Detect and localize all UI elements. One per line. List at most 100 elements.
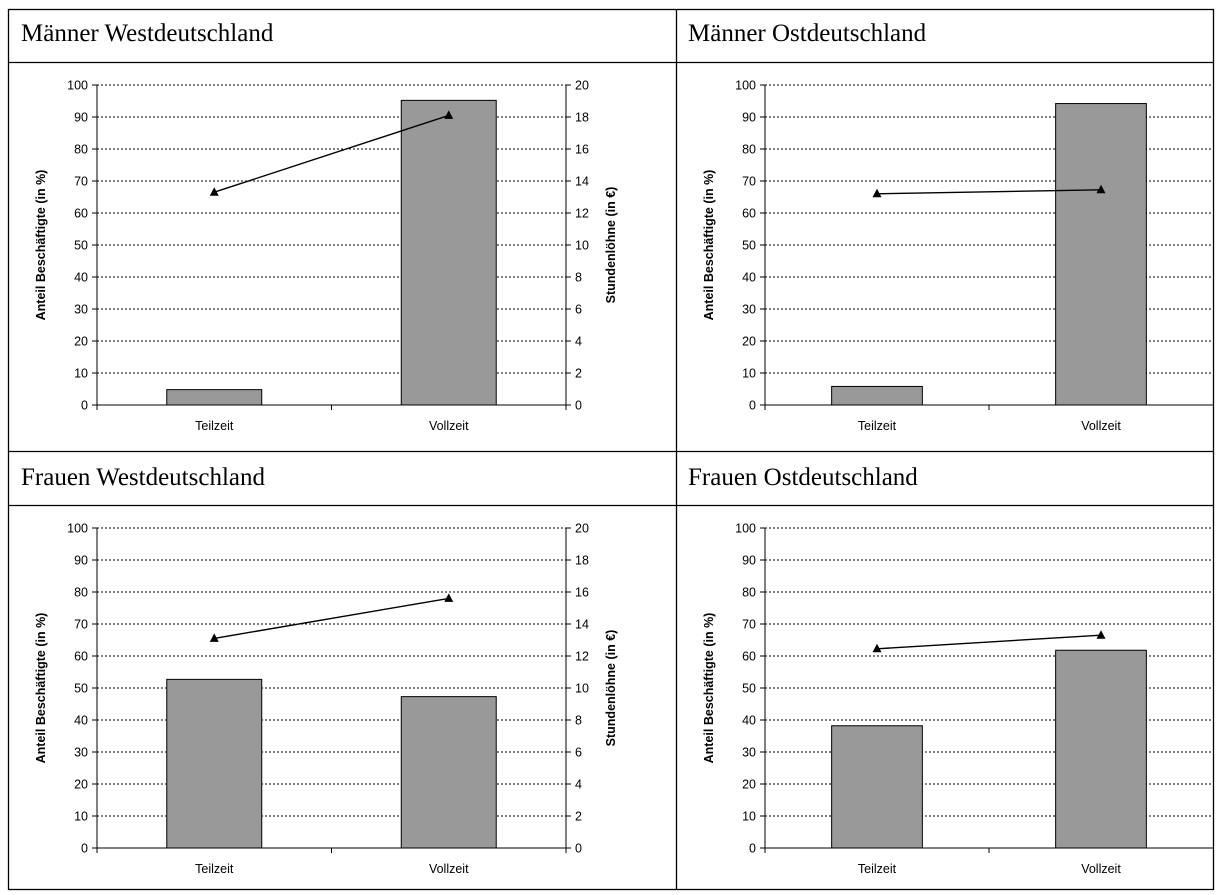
y2-tick-label: 14 xyxy=(575,618,589,632)
y2-tick-label: 4 xyxy=(575,778,582,792)
x-tick-label: Vollzeit xyxy=(1081,862,1121,876)
y2-tick-label: 18 xyxy=(575,111,589,125)
y-tick-label: 70 xyxy=(742,175,756,189)
y2-tick-label: 6 xyxy=(575,303,582,317)
wage-line xyxy=(214,597,449,640)
x-tick-label: Teilzeit xyxy=(858,419,897,433)
bar xyxy=(831,725,923,849)
y2-tick-label: 14 xyxy=(575,175,589,189)
y-tick-label: 10 xyxy=(74,810,88,824)
y2-axis-title: Stundenlöhne (in €) xyxy=(604,630,618,747)
y2-tick-label: 0 xyxy=(575,842,582,856)
y-tick-label: 90 xyxy=(74,111,88,125)
y2-tick-label: 4 xyxy=(575,335,582,349)
y-tick-label: 60 xyxy=(74,650,88,664)
bar xyxy=(1055,103,1147,406)
y-tick-label: 100 xyxy=(67,522,88,536)
y-tick-label: 70 xyxy=(74,175,88,189)
y-tick-label: 30 xyxy=(74,746,88,760)
y-tick-label: 60 xyxy=(74,207,88,221)
y-tick-label: 30 xyxy=(742,303,756,317)
y-tick-label: 60 xyxy=(742,650,756,664)
panel-title-frauen-west: Frauen Westdeutschland xyxy=(21,464,265,491)
y-tick-label: 20 xyxy=(742,778,756,792)
y-tick-label: 70 xyxy=(74,618,88,632)
y-tick-label: 100 xyxy=(735,79,756,93)
y-tick-label: 60 xyxy=(742,207,756,221)
y2-tick-label: 2 xyxy=(575,810,582,824)
y-tick-label: 40 xyxy=(742,714,756,728)
y2-tick-label: 16 xyxy=(575,143,589,157)
bar xyxy=(400,99,497,406)
y-tick-label: 30 xyxy=(74,303,88,317)
triangle-marker xyxy=(1096,184,1106,194)
y-tick-label: 100 xyxy=(735,522,756,536)
y2-tick-label: 10 xyxy=(575,682,589,696)
y2-tick-label: 8 xyxy=(575,271,582,285)
x-tick-label: Teilzeit xyxy=(195,862,234,876)
y-tick-label: 100 xyxy=(67,79,88,93)
y2-axis-title: Stundenlöhne (in €) xyxy=(604,187,618,304)
outer-border xyxy=(7,8,1215,891)
triangle-marker xyxy=(209,633,219,642)
x-tick-label: Vollzeit xyxy=(1081,419,1121,433)
triangle-marker xyxy=(209,187,219,196)
y2-tick-label: 20 xyxy=(575,79,589,93)
chart-maenner-ost: 0 10 20 30 40 50 60 70 80 90 100 Teilzeit Vollzeit An… xyxy=(702,79,1213,433)
panel-title-maenner-ost: Männer Ostdeutschland xyxy=(688,20,927,47)
bar xyxy=(400,696,497,849)
bar xyxy=(831,385,923,406)
y2-tick-label: 6 xyxy=(575,746,582,760)
y-axis-title: Anteil Beschäftigte (in %) xyxy=(702,613,716,764)
y-tick-label: 20 xyxy=(74,335,88,349)
y-tick-label: 30 xyxy=(742,746,756,760)
y-tick-label: 0 xyxy=(81,842,88,856)
panel-title-maenner-west: Männer Westdeutschland xyxy=(21,20,274,47)
chart-frauen-west: 0 10 20 30 40 50 60 70 80 90 100 Teilzeit Vollzeit 0 2… xyxy=(34,522,618,877)
y-tick-label: 20 xyxy=(74,778,88,792)
y2-tick-label: 20 xyxy=(575,522,589,536)
y-tick-label: 20 xyxy=(742,335,756,349)
y-tick-label: 50 xyxy=(742,682,756,696)
triangle-marker xyxy=(1096,630,1106,639)
y2-tick-label: 18 xyxy=(575,554,589,568)
chart-frauen-ost: 0 10 20 30 40 50 60 70 80 90 100 Teilzeit Vollzeit An… xyxy=(702,522,1213,876)
y-tick-label: 10 xyxy=(742,810,756,824)
panel-title-frauen-ost: Frauen Ostdeutschland xyxy=(688,464,918,491)
y-axis-title: Anteil Beschäftigte (in %) xyxy=(702,170,716,321)
y2-tick-label: 10 xyxy=(575,239,589,253)
y-axis-title: Anteil Beschäftigte (in %) xyxy=(34,613,48,764)
triangle-marker xyxy=(872,643,882,653)
y-tick-label: 90 xyxy=(742,111,756,125)
wage-line xyxy=(876,189,1102,195)
y-axis-title: Anteil Beschäftigte (in %) xyxy=(34,170,48,321)
y-tick-label: 0 xyxy=(749,842,756,856)
bar xyxy=(166,678,263,849)
y2-tick-label: 0 xyxy=(575,399,582,413)
chart-maenner-west: 0 10 20 30 40 50 60 70 80 90 100 Teilzeit Vollzeit 0 2… xyxy=(34,79,618,434)
bar xyxy=(166,389,263,406)
triangle-marker xyxy=(872,188,882,198)
y-tick-label: 80 xyxy=(742,143,756,157)
y-tick-label: 50 xyxy=(742,239,756,253)
y2-tick-label: 12 xyxy=(575,650,589,664)
y2-tick-label: 8 xyxy=(575,714,582,728)
wage-line xyxy=(214,114,449,193)
x-tick-label: Vollzeit xyxy=(429,862,469,876)
y-tick-label: 10 xyxy=(742,367,756,381)
x-tick-label: Teilzeit xyxy=(195,419,234,433)
y-tick-label: 70 xyxy=(742,618,756,632)
y2-tick-label: 16 xyxy=(575,586,589,600)
y-tick-label: 90 xyxy=(74,554,88,568)
x-tick-label: Vollzeit xyxy=(429,419,469,433)
y-tick-label: 40 xyxy=(742,271,756,285)
y-tick-label: 80 xyxy=(74,586,88,600)
y-tick-label: 40 xyxy=(74,271,88,285)
y-tick-label: 80 xyxy=(742,586,756,600)
triangle-marker xyxy=(444,110,454,119)
y-tick-label: 50 xyxy=(74,239,88,253)
y-tick-label: 10 xyxy=(74,367,88,381)
y-tick-label: 0 xyxy=(749,399,756,413)
y-tick-label: 80 xyxy=(74,143,88,157)
